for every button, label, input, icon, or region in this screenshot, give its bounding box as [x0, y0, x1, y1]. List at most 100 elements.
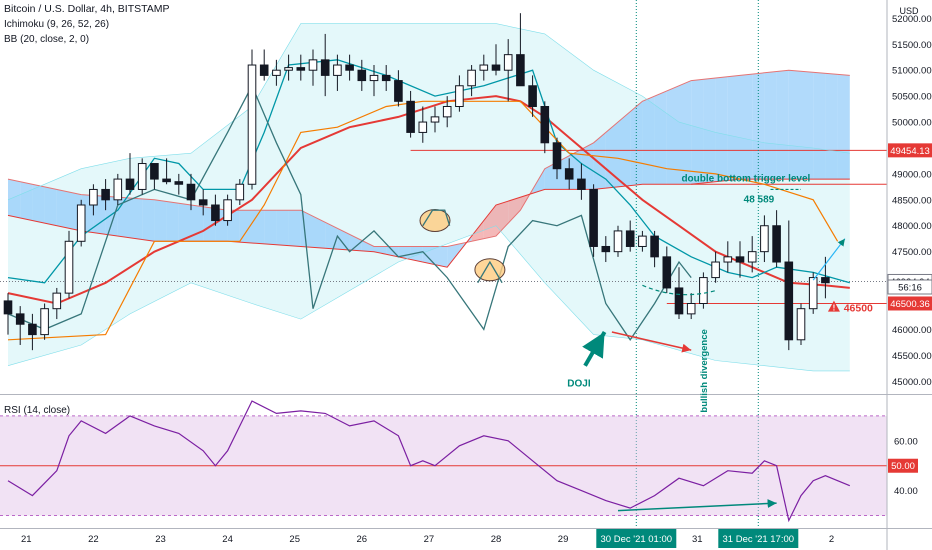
candle	[15, 306, 25, 345]
candle-body	[760, 225, 769, 253]
ichimoku-cloud-segment	[105, 196, 118, 237]
candle	[186, 173, 196, 211]
ichimoku-cloud-segment	[752, 72, 765, 180]
candle-body	[272, 69, 281, 76]
price-badge-label: 46500.36	[890, 299, 930, 310]
candle	[808, 272, 818, 314]
warning-icon	[827, 300, 840, 312]
candle-body	[137, 163, 147, 190]
candle-body	[442, 106, 452, 118]
candle-body	[406, 100, 415, 133]
candle	[259, 49, 269, 81]
ichimoku-cloud-segment	[178, 203, 191, 242]
symbol-title: Bitcoin / U.S. Dollar, 4h, BITSTAMP	[4, 3, 170, 15]
time-tick-label: 23	[155, 534, 166, 545]
candle-body	[381, 74, 391, 82]
candle-body	[455, 85, 464, 108]
candle-body	[589, 188, 598, 247]
ichimoku-cloud-segment	[410, 246, 423, 263]
candle	[284, 54, 293, 81]
candle-body	[528, 85, 537, 108]
candle	[198, 189, 208, 216]
time-tick-label: 21	[21, 534, 32, 545]
ichimoku-cloud-segment	[837, 74, 850, 180]
candle	[272, 59, 281, 86]
candle-body	[516, 54, 525, 87]
candle	[150, 163, 159, 190]
time-highlight-badge	[718, 529, 799, 548]
candle-body	[101, 188, 110, 201]
candle-body	[821, 277, 830, 284]
ichimoku-cloud-segment	[276, 210, 289, 246]
candle-body	[333, 64, 342, 76]
ichimoku-cloud-segment	[801, 71, 814, 180]
currency-label: USD	[899, 6, 919, 16]
candle	[638, 230, 647, 252]
candle	[137, 158, 147, 195]
base-line	[7, 100, 839, 341]
time-tick-label: 27	[424, 534, 435, 545]
ichimoku-cloud-segment	[666, 85, 679, 185]
candle-body	[357, 69, 367, 82]
time-highlight-label: 30 Dec '21 01:00	[601, 534, 673, 545]
rsi-midline-badge	[888, 458, 918, 473]
candle	[625, 220, 635, 252]
ichimoku-cloud-segment	[435, 246, 448, 268]
candle-body	[162, 178, 171, 183]
double-bottom-value: 48 589	[744, 194, 775, 205]
candle-body	[308, 59, 318, 71]
ichimoku-cloud-segment	[117, 197, 130, 238]
ichimoku-cloud-segment	[471, 220, 484, 242]
candle-body	[76, 204, 86, 242]
candle	[784, 220, 794, 351]
ichimoku-cloud-segment	[20, 181, 33, 221]
candle	[540, 101, 550, 154]
candle	[174, 173, 184, 195]
candle	[52, 287, 62, 320]
ichimoku-cloud-segment	[618, 111, 631, 187]
candle	[308, 49, 318, 86]
candle	[418, 106, 428, 143]
candle-body	[247, 64, 257, 185]
ichimoku-cloud-segment	[325, 222, 338, 250]
ichimoku-cloud-segment	[764, 71, 777, 180]
candle	[76, 199, 86, 247]
candle-body	[113, 178, 123, 201]
price-tick-label: 45000.00	[892, 377, 932, 388]
price-badge	[887, 279, 932, 295]
candle	[430, 106, 440, 133]
candle	[735, 241, 745, 278]
candle	[528, 75, 537, 117]
candle-body	[15, 313, 25, 325]
candle	[345, 54, 354, 81]
ichimoku-cloud-segment	[166, 201, 179, 242]
ichimoku-cloud-segment	[422, 246, 435, 265]
price-tick-label: 46000.00	[892, 325, 932, 336]
candle	[760, 215, 769, 263]
candle	[333, 54, 342, 91]
ichimoku-cloud-segment	[740, 74, 753, 180]
candle-body	[174, 181, 184, 185]
ichimoku-cloud-segment	[142, 198, 155, 242]
time-tick-label: 31	[692, 534, 703, 545]
candle	[64, 230, 74, 299]
candle-body	[284, 67, 293, 71]
time-tick-label: 28	[491, 534, 502, 545]
ichimoku-cloud-segment	[715, 76, 728, 182]
bb-legend: BB (20, close, 2, 0)	[4, 34, 90, 45]
candle-body	[772, 225, 781, 263]
candle-body	[613, 230, 623, 253]
rsi-legend: RSI (14, close)	[4, 405, 71, 416]
candle-body	[467, 69, 476, 87]
projection-arrow	[812, 238, 846, 281]
price-divergence-arrow	[611, 331, 692, 353]
candle	[577, 163, 586, 200]
candle	[516, 13, 525, 87]
price-tick-label: 45500.00	[892, 351, 932, 362]
candle-body	[235, 183, 245, 201]
time-tick-label: 26	[357, 534, 368, 545]
candle-body	[711, 261, 720, 279]
ellipse-v-mark	[477, 260, 503, 284]
candle	[3, 293, 13, 335]
